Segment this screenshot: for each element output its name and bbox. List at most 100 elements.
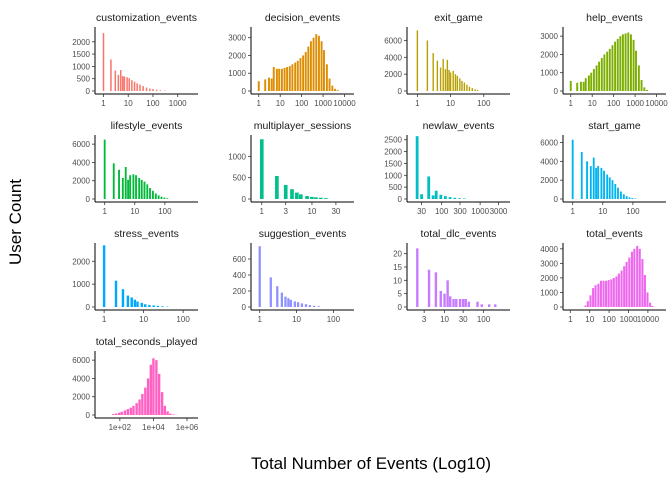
x-tick-label: 1 — [257, 315, 262, 324]
histogram-bar — [152, 89, 154, 91]
histogram-bar — [314, 197, 318, 199]
histogram-bar — [446, 59, 449, 91]
y-tick-label: 0 — [242, 195, 247, 204]
histogram-bar — [112, 163, 115, 199]
histogram-bar — [628, 197, 631, 199]
histogram-bar — [452, 70, 454, 91]
histogram-bar — [132, 405, 135, 415]
histogram-bar — [312, 37, 315, 91]
histogram-bar — [300, 303, 304, 307]
histogram-bar — [123, 410, 127, 415]
histogram-bar — [434, 190, 438, 199]
histogram-bar — [611, 180, 614, 199]
histogram-bar — [415, 136, 419, 199]
histogram-bar — [136, 301, 139, 307]
x-tick-label: 3 — [422, 315, 427, 324]
histogram-bar — [458, 299, 462, 307]
histogram-bar — [296, 302, 300, 307]
histogram-bar — [161, 306, 164, 307]
histogram-bar — [625, 196, 628, 199]
facet-title: lifestyle_events — [111, 120, 183, 132]
y-tick-label: 2000 — [540, 50, 558, 59]
histogram-bar — [299, 58, 302, 91]
y-tick-label: 2000 — [72, 38, 90, 47]
histogram-bar — [449, 296, 452, 307]
y-tick-label: 0 — [86, 411, 91, 420]
y-tick-label: 2000 — [72, 393, 90, 402]
y-tick-label: 6000 — [384, 36, 402, 45]
x-tick-label: 1 — [257, 99, 262, 108]
x-tick-label: 30 — [331, 207, 340, 216]
histogram-bar — [313, 305, 316, 307]
histogram-bar — [302, 55, 305, 91]
histogram-bar — [123, 76, 126, 91]
x-tick-label: 1 — [569, 99, 574, 108]
histogram-bar — [476, 89, 479, 91]
x-tick-label: 1 — [415, 99, 420, 108]
histogram-bar — [608, 177, 611, 199]
histogram-bar — [628, 257, 631, 307]
histogram-bar — [643, 87, 646, 91]
histogram-bar — [597, 166, 600, 199]
histogram-bar — [149, 364, 153, 415]
y-tick-label: 2000 — [384, 148, 402, 157]
y-tick-label: 200 — [233, 287, 247, 296]
y-tick-label: 1000 — [384, 171, 402, 180]
histogram-bar — [163, 405, 167, 415]
histogram-bar — [331, 85, 334, 91]
y-tick-label: 1000 — [72, 280, 90, 289]
facet-panel-stress-events: stress_events 0 1000 2000 1 10 100 — [72, 228, 198, 324]
histogram-bar — [284, 296, 287, 307]
histogram-bar — [455, 299, 458, 307]
histogram-bar — [126, 295, 130, 307]
facet-title: multiplayer_sessions — [254, 120, 351, 132]
histogram-bar — [120, 411, 123, 415]
x-tick-label: 1 — [102, 315, 107, 324]
y-tick-label: 1000 — [72, 62, 90, 71]
histogram-bar — [439, 67, 442, 91]
histogram-bar — [580, 151, 583, 199]
histogram-bar — [280, 292, 284, 307]
histogram-bar — [592, 69, 595, 91]
histogram-bar — [120, 70, 122, 91]
histogram-bar — [286, 67, 289, 91]
y-tick-label: 400 — [233, 271, 247, 280]
histogram-bar — [117, 412, 121, 415]
x-tick-label: 1e+04 — [142, 423, 165, 432]
histogram-bar — [602, 280, 605, 307]
histogram-bar — [580, 81, 582, 91]
histogram-bar — [449, 72, 452, 91]
histogram-bar — [619, 191, 622, 199]
x-tick-label: 1 — [568, 315, 573, 324]
histogram-bar — [157, 373, 161, 415]
histogram-bar — [616, 38, 619, 91]
histogram-bar — [278, 68, 281, 91]
histogram-bar — [141, 393, 144, 415]
histogram-bar — [446, 280, 449, 307]
x-tick-label: 300 — [453, 207, 467, 216]
histogram-bar — [619, 36, 622, 91]
histogram-bar — [155, 89, 158, 91]
x-tick-label: 1 — [570, 207, 575, 216]
x-tick-label: 100 — [477, 99, 491, 108]
histogram-bar — [641, 259, 644, 307]
histogram-bar — [118, 169, 120, 199]
y-tick-label: 1000 — [540, 288, 558, 297]
histogram-bar — [283, 67, 286, 91]
histogram-bar — [448, 69, 450, 91]
histogram-bar — [143, 181, 146, 199]
x-tick-label: 3 — [283, 207, 288, 216]
facet-title: decision_events — [265, 12, 340, 24]
histogram-bar — [589, 166, 592, 199]
x-tick-label: 10000 — [333, 99, 356, 108]
y-tick-label: 0 — [242, 303, 247, 312]
x-tick-label: 10 — [588, 99, 597, 108]
histogram-bar — [427, 176, 431, 199]
histogram-bar — [646, 292, 649, 307]
histogram-bar — [121, 177, 124, 199]
histogram-bar — [166, 411, 169, 415]
x-tick-label: 10 — [598, 207, 607, 216]
histogram-bar — [456, 75, 459, 91]
